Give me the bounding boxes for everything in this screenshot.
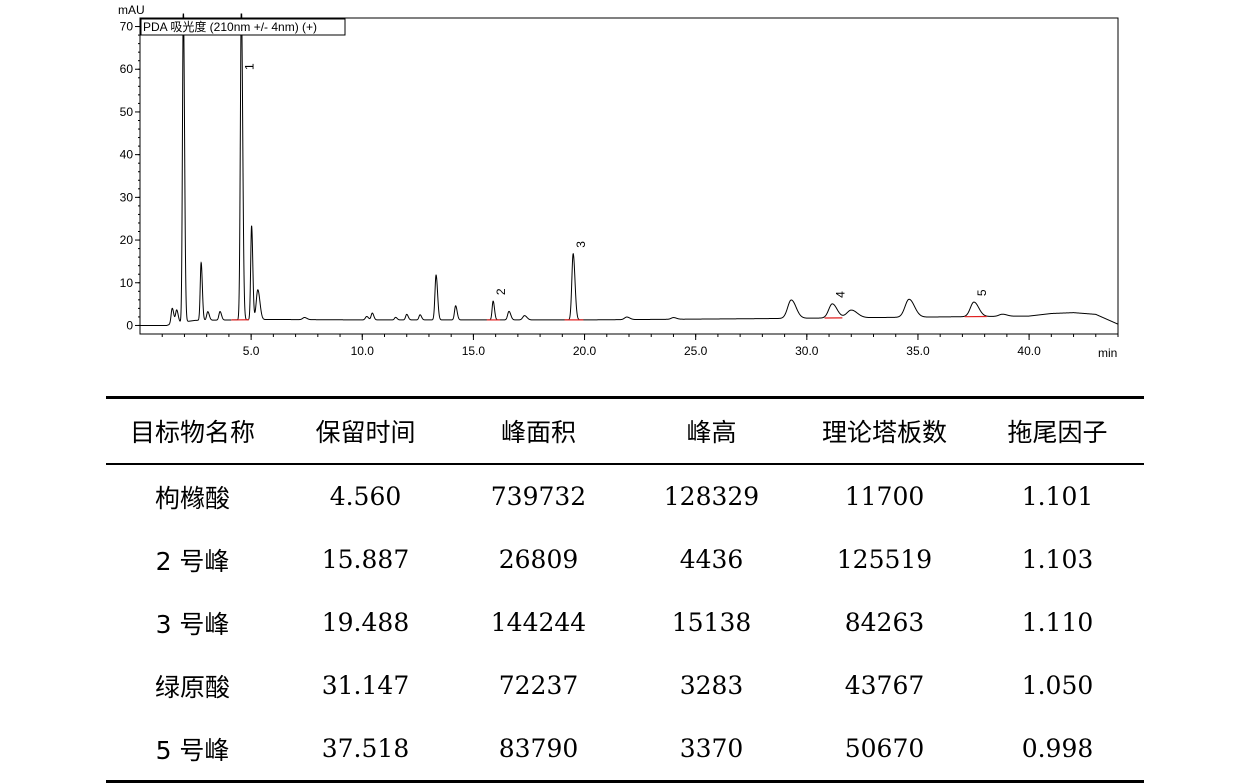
cell-tailing-factor: 1.110 xyxy=(971,591,1144,654)
cell-compound-name: 枸橼酸 xyxy=(106,464,279,528)
y-tick-label: 70 xyxy=(120,20,134,34)
header-compound-name: 目标物名称 xyxy=(106,398,279,465)
peak-labels: 1 2 3 4 5 xyxy=(242,63,989,298)
peak-label: 1 xyxy=(242,63,256,70)
cell-peak-height: 3283 xyxy=(625,654,798,717)
cell-compound-name: 2 号峰 xyxy=(106,528,279,591)
table-row: 绿原酸 31.147 72237 3283 43767 1.050 xyxy=(106,654,1144,717)
chromatogram-svg: 0 10 20 30 40 50 60 70 5.0 10.0 15.0 20.0 25.0 30.0 3… xyxy=(0,0,1260,370)
cell-tailing-factor: 1.103 xyxy=(971,528,1144,591)
cell-theoretical-plates: 43767 xyxy=(798,654,971,717)
table-row: 5 号峰 37.518 83790 3370 50670 0.998 xyxy=(106,717,1144,782)
plot-frame xyxy=(140,18,1118,334)
x-axis: 5.0 10.0 15.0 20.0 25.0 30.0 35.0 40.0 xyxy=(162,334,1118,358)
y-tick-label: 30 xyxy=(120,190,134,204)
x-tick-label: 15.0 xyxy=(462,344,486,358)
header-peak-area: 峰面积 xyxy=(452,398,625,465)
cell-compound-name: 3 号峰 xyxy=(106,591,279,654)
cell-compound-name: 5 号峰 xyxy=(106,717,279,782)
y-tick-label: 20 xyxy=(120,233,134,247)
x-tick-label: 25.0 xyxy=(684,344,708,358)
chromatogram-trace xyxy=(140,14,1118,325)
cell-theoretical-plates: 50670 xyxy=(798,717,971,782)
cell-peak-area: 26809 xyxy=(452,528,625,591)
table-row: 2 号峰 15.887 26809 4436 125519 1.103 xyxy=(106,528,1144,591)
peak-label: 2 xyxy=(494,288,508,295)
cell-peak-area: 144244 xyxy=(452,591,625,654)
header-retention-time: 保留时间 xyxy=(279,398,452,465)
x-tick-label: 5.0 xyxy=(243,344,260,358)
cell-tailing-factor: 0.998 xyxy=(971,717,1144,782)
x-tick-label: 10.0 xyxy=(351,344,375,358)
cell-tailing-factor: 1.101 xyxy=(971,464,1144,528)
cell-peak-height: 15138 xyxy=(625,591,798,654)
table-row: 枸橼酸 4.560 739732 128329 11700 1.101 xyxy=(106,464,1144,528)
header-theoretical-plates: 理论塔板数 xyxy=(798,398,971,465)
y-tick-label: 40 xyxy=(120,148,134,162)
cell-peak-area: 739732 xyxy=(452,464,625,528)
x-tick-label: 20.0 xyxy=(573,344,597,358)
cell-peak-height: 128329 xyxy=(625,464,798,528)
cell-theoretical-plates: 11700 xyxy=(798,464,971,528)
table-header-row: 目标物名称 保留时间 峰面积 峰高 理论塔板数 拖尾因子 xyxy=(106,398,1144,465)
cell-theoretical-plates: 84263 xyxy=(798,591,971,654)
cell-retention-time: 15.887 xyxy=(279,528,452,591)
y-axis-label: mAU xyxy=(118,3,145,17)
y-tick-label: 10 xyxy=(120,276,134,290)
table-row: 3 号峰 19.488 144244 15138 84263 1.110 xyxy=(106,591,1144,654)
chromatogram-chart: 0 10 20 30 40 50 60 70 5.0 10.0 15.0 20.0 25.0 30.0 3… xyxy=(0,0,1260,370)
results-table: 目标物名称 保留时间 峰面积 峰高 理论塔板数 拖尾因子 枸橼酸 4.560 7… xyxy=(106,396,1144,783)
header-peak-height: 峰高 xyxy=(625,398,798,465)
cell-peak-area: 83790 xyxy=(452,717,625,782)
cell-peak-area: 72237 xyxy=(452,654,625,717)
x-axis-label: min xyxy=(1098,346,1117,360)
chart-title: PDA 吸光度 (210nm +/- 4nm) (+) xyxy=(143,19,317,34)
peak-label: 4 xyxy=(833,291,847,298)
x-tick-label: 40.0 xyxy=(1017,344,1041,358)
y-tick-label: 0 xyxy=(126,318,133,332)
peak-label: 3 xyxy=(574,241,588,248)
header-tailing-factor: 拖尾因子 xyxy=(971,398,1144,465)
cell-peak-height: 4436 xyxy=(625,528,798,591)
peak-label: 5 xyxy=(975,289,989,296)
cell-peak-height: 3370 xyxy=(625,717,798,782)
y-axis: 0 10 20 30 40 50 60 70 xyxy=(120,20,140,333)
y-tick-label: 60 xyxy=(120,62,134,76)
cell-retention-time: 4.560 xyxy=(279,464,452,528)
x-tick-label: 30.0 xyxy=(795,344,819,358)
y-tick-label: 50 xyxy=(120,105,134,119)
cell-retention-time: 37.518 xyxy=(279,717,452,782)
x-tick-label: 35.0 xyxy=(906,344,930,358)
cell-retention-time: 31.147 xyxy=(279,654,452,717)
cell-theoretical-plates: 125519 xyxy=(798,528,971,591)
cell-compound-name: 绿原酸 xyxy=(106,654,279,717)
cell-retention-time: 19.488 xyxy=(279,591,452,654)
results-table-wrap: 目标物名称 保留时间 峰面积 峰高 理论塔板数 拖尾因子 枸橼酸 4.560 7… xyxy=(106,396,1144,783)
cell-tailing-factor: 1.050 xyxy=(971,654,1144,717)
